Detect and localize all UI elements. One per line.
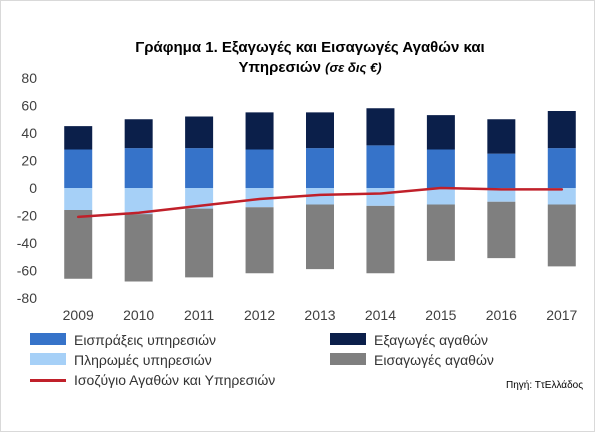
bar-services-payments bbox=[547, 188, 576, 205]
source-note: Πηγή: ΤτΕλλάδος bbox=[506, 380, 584, 391]
bar-services-payments bbox=[64, 188, 93, 210]
y-tick-label: 40 bbox=[21, 125, 37, 141]
bar-services-receipts bbox=[426, 149, 455, 188]
bar-goods-imports bbox=[547, 204, 576, 267]
bar-goods-imports bbox=[487, 201, 516, 259]
bar-services-receipts bbox=[487, 153, 516, 188]
bar-goods-exports bbox=[245, 112, 274, 150]
legend-label-services-payments: Πληρωμές υπηρεσιών bbox=[74, 352, 212, 368]
x-tick-label: 2015 bbox=[425, 307, 456, 323]
x-tick-label: 2011 bbox=[184, 307, 214, 323]
line-balance bbox=[76, 186, 564, 219]
legend-swatch-services-receipts bbox=[30, 333, 66, 345]
legend-label-balance: Ισοζύγιο Αγαθών και Υπηρεσιών bbox=[74, 372, 276, 388]
y-tick-label: -60 bbox=[17, 263, 37, 279]
x-tick-label: 2012 bbox=[244, 307, 275, 323]
legend-line-balance bbox=[30, 379, 66, 382]
bar-goods-imports bbox=[245, 207, 274, 274]
x-tick-label: 2014 bbox=[365, 307, 396, 323]
chart-title-line1: Γράφημα 1. Εξαγωγές και Εισαγωγές Αγαθών… bbox=[135, 39, 485, 56]
x-tick-label: 2013 bbox=[304, 307, 335, 323]
chart-title-unit: (σε δις €) bbox=[325, 60, 382, 75]
bar-services-payments bbox=[426, 188, 455, 205]
x-tick-label: 2017 bbox=[546, 307, 577, 323]
bar-services-payments bbox=[185, 188, 214, 209]
bar-goods-exports bbox=[124, 119, 153, 149]
bar-goods-imports bbox=[306, 204, 334, 270]
bar-services-receipts bbox=[245, 149, 274, 188]
x-tick-label: 2009 bbox=[63, 307, 94, 323]
y-tick-label: -80 bbox=[17, 290, 37, 306]
y-tick-label: 0 bbox=[29, 180, 37, 196]
bar-goods-imports bbox=[366, 205, 395, 274]
bar-goods-imports bbox=[64, 210, 93, 279]
bar-services-payments bbox=[306, 188, 334, 205]
bar-services-payments bbox=[487, 188, 516, 202]
bar-goods-exports bbox=[366, 108, 395, 146]
x-tick-label: 2010 bbox=[123, 307, 154, 323]
bar-services-receipts bbox=[185, 148, 214, 188]
bar-services-receipts bbox=[306, 148, 334, 188]
chart-title-line2: Υπηρεσιών (σε δις €) bbox=[60, 58, 560, 78]
bar-goods-imports bbox=[124, 214, 153, 282]
bar-goods-imports bbox=[426, 204, 455, 261]
x-tick-label: 2016 bbox=[486, 307, 517, 323]
chart-title-line2-text: Υπηρεσιών bbox=[238, 59, 321, 76]
y-tick-label: 60 bbox=[21, 98, 37, 114]
bar-goods-exports bbox=[487, 119, 516, 154]
bar-services-receipts bbox=[366, 145, 395, 188]
bar-goods-exports bbox=[64, 126, 93, 150]
y-tick-label: -20 bbox=[17, 208, 37, 224]
bar-goods-exports bbox=[306, 112, 334, 149]
legend-swatch-services-payments bbox=[30, 353, 66, 365]
legend-swatch-goods-imports bbox=[330, 353, 366, 365]
bar-services-receipts bbox=[124, 148, 153, 188]
bar-goods-imports bbox=[185, 208, 214, 278]
chart-title: Γράφημα 1. Εξαγωγές και Εισαγωγές Αγαθών… bbox=[60, 38, 560, 78]
y-tick-label: 80 bbox=[21, 70, 37, 86]
y-tick-label: -40 bbox=[17, 235, 37, 251]
bar-services-payments bbox=[124, 188, 153, 215]
legend-label-services-receipts: Εισπράξεις υπηρεσιών bbox=[74, 332, 217, 348]
bar-goods-exports bbox=[185, 116, 214, 149]
bar-goods-exports bbox=[426, 115, 455, 150]
y-tick-label: 20 bbox=[21, 153, 37, 169]
bar-services-payments bbox=[366, 188, 395, 206]
bar-goods-exports bbox=[547, 111, 576, 149]
legend-label-goods-imports: Εισαγωγές αγαθών bbox=[374, 352, 494, 368]
legend-swatch-goods-exports bbox=[330, 333, 366, 345]
legend-label-goods-exports: Εξαγωγές αγαθών bbox=[374, 332, 489, 348]
bar-services-receipts bbox=[64, 149, 93, 188]
bar-services-payments bbox=[245, 188, 274, 208]
bar-services-receipts bbox=[547, 148, 576, 188]
